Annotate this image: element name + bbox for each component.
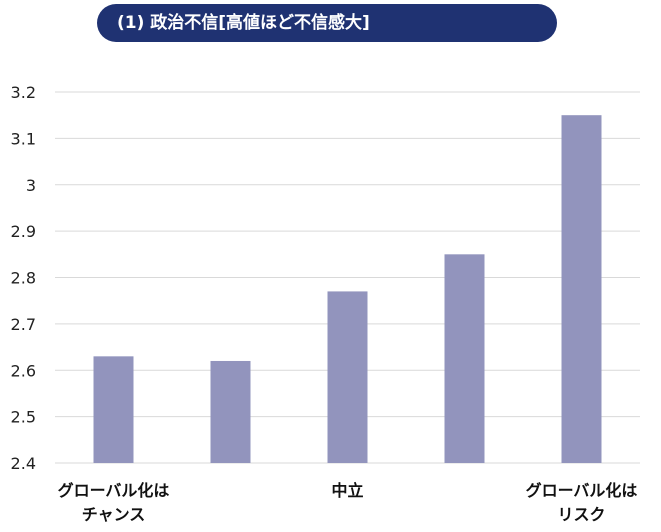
x-category-label: グローバル化は <box>526 481 638 500</box>
bar <box>444 254 485 463</box>
y-tick-label: 2.5 <box>11 408 36 427</box>
y-tick-label: 3.2 <box>11 83 36 102</box>
y-tick-label: 2.7 <box>11 315 36 334</box>
bar <box>93 356 134 463</box>
x-category-label: リスク <box>557 505 605 524</box>
x-category-label: 中立 <box>331 481 363 500</box>
y-tick-label: 3.1 <box>11 129 36 148</box>
y-tick-label: 2.9 <box>11 222 36 241</box>
y-tick-label: 2.8 <box>11 269 36 288</box>
bar <box>210 360 251 463</box>
y-tick-label: 2.4 <box>11 454 36 473</box>
x-category-label: チャンス <box>82 505 146 524</box>
bars <box>93 115 602 463</box>
bar <box>327 291 368 463</box>
x-category-label: グローバル化は <box>58 481 170 500</box>
y-tick-label: 3 <box>26 176 36 195</box>
bar <box>561 115 602 463</box>
y-axis-tick-labels: 2.4 2.5 2.6 2.7 2.8 2.9 3 3.1 3.2 <box>11 83 36 473</box>
chart-title: (1) 政治不信[高値ほど不信感大] <box>97 4 557 42</box>
y-tick-label: 2.6 <box>11 361 36 380</box>
